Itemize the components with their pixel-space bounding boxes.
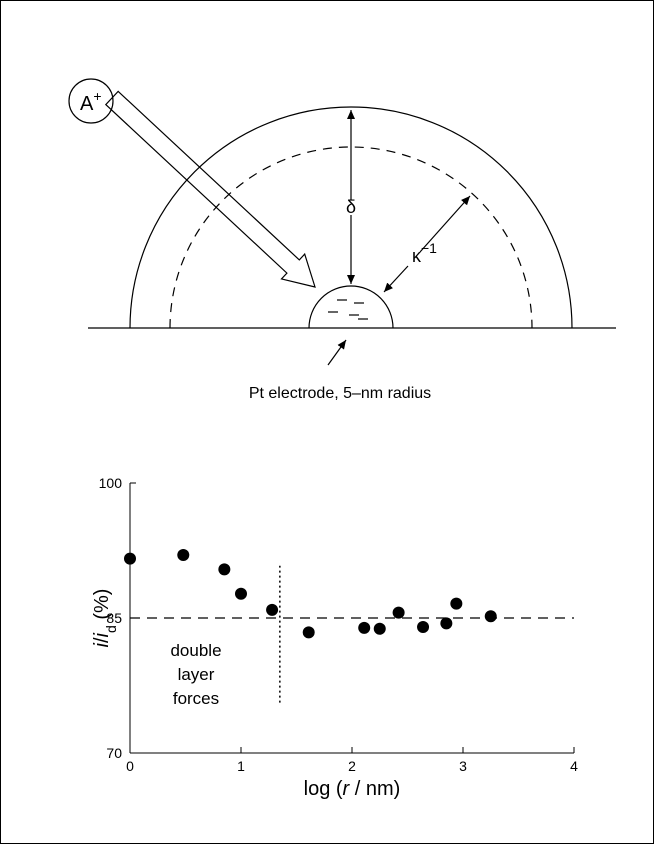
- data-point: [177, 549, 190, 561]
- diagram: A+ δ κ−1 Pt electrode, 5–nm radius: [68, 78, 616, 402]
- kappa-arrow-up: [419, 195, 471, 253]
- x-tick-label: 4: [570, 758, 578, 774]
- data-point: [450, 597, 463, 610]
- y-tick-label: 100: [99, 475, 123, 491]
- y-label-part: d: [103, 625, 119, 633]
- electrode-pointer: [327, 339, 347, 366]
- ion-circle: [68, 78, 114, 124]
- data-point: [373, 622, 386, 635]
- x-tick-label: 0: [126, 758, 134, 774]
- data-point: [417, 621, 430, 633]
- y-label-part: (%): [91, 589, 113, 626]
- y-label-part: /: [91, 637, 113, 643]
- y-label-part: i: [91, 632, 113, 637]
- kappa-sup: −1: [421, 240, 437, 256]
- kappa-arrow-down: [383, 265, 409, 293]
- x-label-part: / nm): [349, 778, 400, 800]
- data-point: [266, 603, 279, 616]
- data-point: [302, 626, 315, 639]
- data-point: [124, 552, 136, 565]
- double-layer: [169, 146, 533, 329]
- y-axis-label: i/id (%): [91, 589, 119, 648]
- y-label-part: i: [91, 642, 113, 647]
- data-point: [358, 621, 371, 634]
- ion-arrow: [104, 90, 316, 288]
- charges: [328, 299, 368, 320]
- data-point: [235, 587, 247, 600]
- data-point: [218, 563, 231, 576]
- x-tick-label: 1: [237, 758, 245, 774]
- ion-sup: +: [93, 88, 101, 104]
- ion-base: A: [80, 93, 94, 115]
- electrode-label: Pt electrode, 5–nm radius: [249, 385, 431, 402]
- annotation: forces: [173, 689, 219, 708]
- chart: 70 85 100 0 1 2 3 4 double layer forces log (r / nm…: [91, 475, 578, 800]
- delta-label: δ: [346, 197, 356, 217]
- diffusion-layer: [129, 106, 573, 329]
- electrode: [308, 285, 394, 329]
- ion-label: A+: [80, 88, 102, 115]
- kappa-label: κ−1: [412, 240, 437, 266]
- x-label-part: log (: [304, 778, 343, 800]
- annotation: layer: [178, 665, 215, 684]
- annotation: double: [170, 641, 221, 660]
- data-point: [392, 606, 405, 619]
- x-label-part: r: [343, 778, 351, 800]
- x-tick-label: 2: [348, 758, 356, 774]
- kappa-base: κ: [412, 246, 422, 266]
- data-point: [440, 617, 453, 630]
- y-tick-label: 85: [106, 610, 122, 626]
- y-tick-label: 70: [106, 745, 122, 761]
- x-tick-label: 3: [459, 758, 467, 774]
- x-axis-label: log (r / nm): [304, 778, 401, 800]
- data-point: [484, 610, 497, 623]
